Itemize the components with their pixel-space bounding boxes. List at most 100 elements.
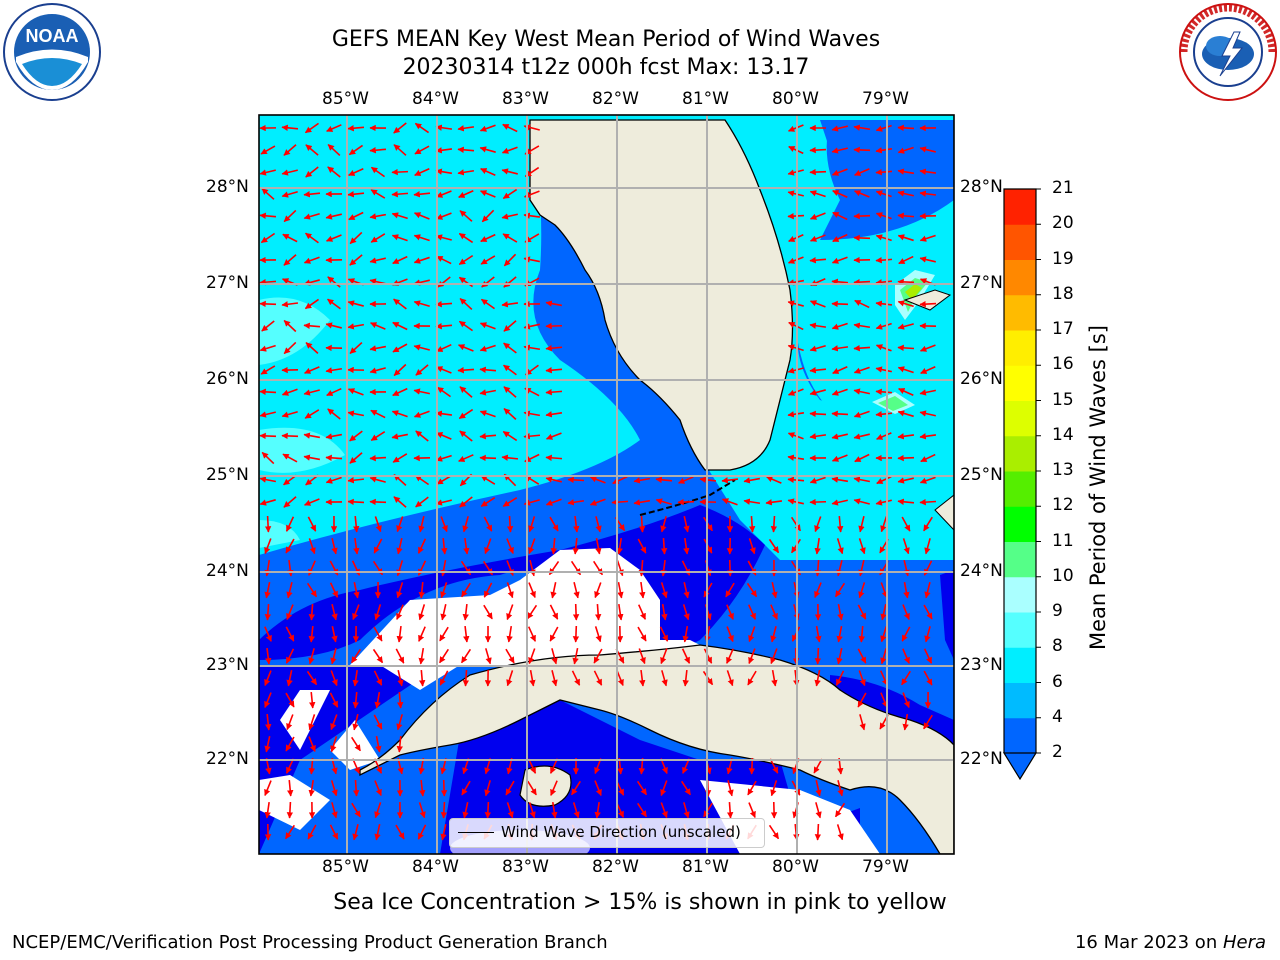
wind-wave-arrow [506,604,514,621]
wind-wave-arrow [901,626,911,642]
wind-wave-arrow [528,538,536,555]
map-subtitle: 20230314 t12z 000h fcst Max: 13.17 [402,55,810,80]
wind-wave-arrow [392,321,408,331]
wind-wave-arrow [370,322,386,330]
wind-wave-arrow [677,498,695,506]
wind-wave-arrow [897,190,914,197]
wind-wave-arrow [435,234,452,241]
wind-wave-arrow [352,714,359,731]
colorbar [1002,188,1041,781]
wind-wave-arrow [853,476,871,483]
wind-wave-arrow [352,604,360,621]
wind-wave-arrow [920,365,936,375]
wind-wave-arrow [897,366,914,374]
wind-wave-arrow [435,410,453,417]
wind-wave-arrow [287,779,294,797]
wind-wave-arrow [859,714,866,731]
wind-wave-arrow [283,144,297,156]
wind-wave-arrow [681,780,691,796]
wind-wave-arrow [726,670,734,687]
wind-wave-arrow [660,559,667,577]
wind-wave-arrow [305,166,319,178]
wind-wave-arrow [330,670,338,687]
wind-wave-arrow [747,604,757,620]
wind-wave-arrow [281,388,298,396]
wind-wave-arrow [259,169,276,176]
wind-wave-arrow [413,234,430,242]
wind-wave-arrow [395,648,405,664]
lon-label-top-7: 79°W [862,89,909,109]
wind-wave-arrow [259,499,276,506]
wind-wave-arrow [814,537,821,555]
wind-wave-arrow [264,626,272,642]
lat-label-right-3: 26°N [960,369,1003,389]
wind-wave-arrow [858,625,865,643]
wind-wave-arrow [809,300,826,308]
wind-wave-arrow [479,454,497,462]
wind-wave-arrow [505,780,515,796]
wind-wave-arrow [282,453,298,463]
wind-wave-arrow [393,363,407,377]
wind-wave-arrow [506,515,514,533]
wind-wave-arrow [721,477,739,484]
wind-wave-arrow [661,670,668,687]
wind-wave-arrow [897,454,915,462]
wind-wave-arrow [853,388,870,395]
wind-wave-arrow [875,344,892,352]
wind-wave-arrow [832,233,848,243]
wind-wave-arrow [831,322,848,330]
wind-wave-arrow [897,168,915,175]
lon-label-top-5: 81°W [682,89,729,109]
wind-wave-arrow [923,604,933,620]
wind-wave-arrow [441,537,448,555]
wind-wave-arrow [633,499,651,506]
wind-wave-arrow [527,626,537,642]
wind-wave-arrow [573,515,580,533]
wind-wave-arrow [660,648,668,665]
wind-wave-arrow [875,190,892,198]
wind-wave-arrow [897,410,914,418]
colorbar-segment [1004,259,1036,296]
wind-wave-arrow [814,516,822,533]
lat-label-left-5: 24°N [206,561,249,581]
wind-wave-arrow [285,626,295,642]
wind-wave-arrow [373,758,383,774]
wind-wave-arrow [919,433,937,440]
wind-wave-arrow [897,124,915,132]
map-gridlines [259,115,954,854]
wind-wave-arrow [462,516,469,533]
colorbar-tick-label: 15 [1052,389,1074,410]
wind-wave-arrow [743,498,761,505]
wind-wave-arrow [902,713,909,731]
wind-wave-arrow [683,802,690,819]
wind-wave-arrow [347,125,365,132]
wind-wave-arrow [325,476,342,484]
wind-wave-arrow [529,560,536,577]
wind-wave-arrow [831,345,849,352]
colorbar-segment [1004,400,1036,437]
wind-wave-arrow [463,625,470,643]
colorbar-segment [1004,682,1036,719]
colorbar-tick-label: 18 [1052,283,1074,304]
wind-wave-arrow [264,559,271,577]
wind-wave-arrow [440,559,447,577]
wind-wave-arrow [396,604,404,620]
wind-wave-arrow [814,647,822,665]
wind-wave-arrow [502,123,518,133]
wind-wave-arrow [352,691,359,709]
wind-wave-arrow [919,256,936,263]
wind-wave-arrow [259,212,277,219]
wind-wave-arrow [462,603,469,621]
wind-wave-arrow [853,366,870,374]
wind-wave-arrow [506,802,514,819]
wind-wave-arrow [919,498,937,506]
wind-wave-arrow [572,537,579,555]
wind-wave-arrow [264,581,271,599]
wind-wave-arrow [286,582,293,599]
wind-wave-arrow [392,343,408,353]
wind-wave-arrow [391,410,408,418]
footer-credit: NCEP/EMC/Verification Post Processing Pr… [12,932,608,953]
wind-wave-arrow [459,430,473,442]
wind-wave-arrow [414,167,430,177]
wind-wave-arrow [815,625,822,643]
